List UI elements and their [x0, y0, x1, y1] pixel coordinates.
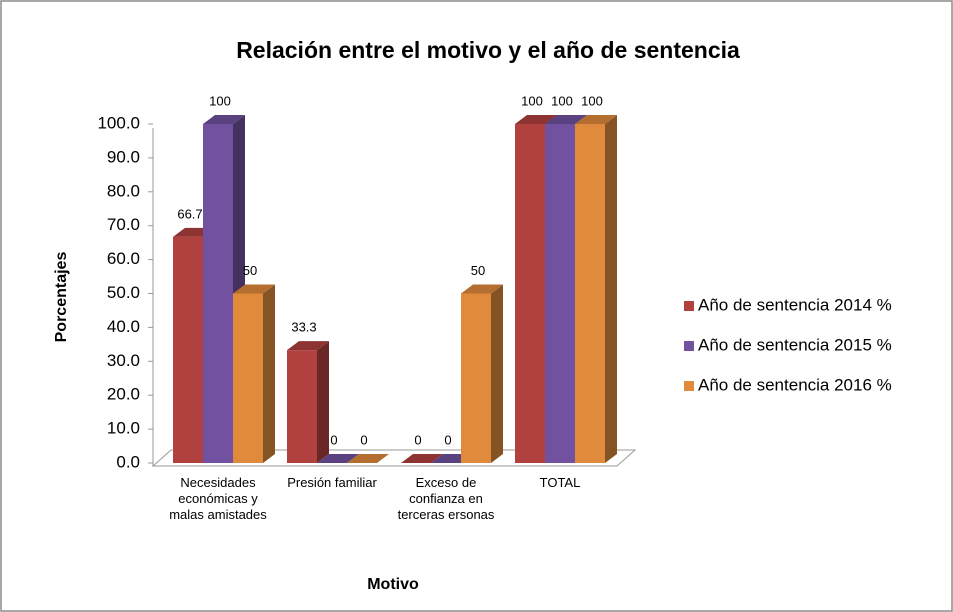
- x-tick-label: Exceso de confianza en terceras ersonas: [397, 475, 495, 522]
- bar-side: [317, 341, 329, 463]
- bar-top: [203, 115, 245, 124]
- bar-top: [401, 454, 443, 463]
- y-tick-label: 0.0: [116, 452, 140, 471]
- data-label: 50: [243, 263, 257, 278]
- y-tick-label: 20.0: [107, 385, 140, 404]
- data-label: 100: [521, 93, 543, 108]
- data-label: 100: [581, 93, 603, 108]
- x-tick-label: TOTAL: [539, 475, 581, 490]
- bar-front: [233, 293, 263, 463]
- bar: [317, 454, 359, 463]
- bar-front: [203, 124, 233, 463]
- bar-top: [545, 115, 587, 124]
- data-label: 50: [471, 263, 485, 278]
- x-axis-title: Motivo: [367, 576, 419, 593]
- y-tick-label: 30.0: [107, 351, 140, 370]
- y-tick-label: 70.0: [107, 215, 140, 234]
- y-tick-label: 40.0: [107, 317, 140, 336]
- data-label: 0: [414, 432, 421, 447]
- y-tick-label: 50.0: [107, 283, 140, 302]
- legend-label: Año de sentencia 2016 %: [698, 375, 892, 394]
- legend-label: Año de sentencia 2015 %: [698, 335, 892, 354]
- y-axis-title: Porcentajes: [53, 252, 70, 343]
- data-label: 100: [209, 93, 231, 108]
- bar-top: [233, 284, 275, 294]
- bar-front: [287, 350, 317, 463]
- y-tick-label: 100.0: [97, 113, 140, 132]
- data-label: 0: [360, 432, 367, 447]
- bar-top: [515, 115, 557, 124]
- bar: [461, 284, 503, 463]
- bar: [287, 341, 329, 463]
- chart-title: Relación entre el motivo y el año de sen…: [236, 37, 740, 63]
- bar: [575, 115, 617, 463]
- bar-top: [287, 341, 329, 351]
- data-label: 0: [444, 432, 451, 447]
- legend-swatch: [684, 301, 694, 311]
- bar-front: [545, 124, 575, 463]
- bar-front: [575, 124, 605, 463]
- bar: [347, 454, 389, 463]
- legend-swatch: [684, 381, 694, 391]
- y-tick-label: 60.0: [107, 249, 140, 268]
- bar-side: [605, 115, 617, 463]
- legend-swatch: [684, 341, 694, 351]
- data-label: 33.3: [291, 320, 316, 335]
- x-tick-label: Necesidades económicas y malas amistades: [169, 475, 267, 522]
- bar-top: [461, 284, 503, 294]
- y-tick-label: 90.0: [107, 147, 140, 166]
- legend-label: Año de sentencia 2014 %: [698, 295, 892, 314]
- data-label: 66.7: [177, 206, 202, 221]
- y-tick-label: 80.0: [107, 181, 140, 200]
- bar: [233, 284, 275, 463]
- data-label: 100: [551, 93, 573, 108]
- bar-top: [317, 454, 359, 463]
- bar-front: [173, 236, 203, 463]
- bar-side: [491, 284, 503, 463]
- bar-top: [575, 115, 617, 124]
- bar-front: [461, 293, 491, 463]
- bar: [401, 454, 443, 463]
- data-label: 0: [330, 432, 337, 447]
- x-tick-label: Presión familiar: [287, 475, 377, 490]
- bar-side: [263, 284, 275, 463]
- bar-front: [515, 124, 545, 463]
- bar-top: [347, 454, 389, 463]
- y-tick-label: 10.0: [107, 419, 140, 438]
